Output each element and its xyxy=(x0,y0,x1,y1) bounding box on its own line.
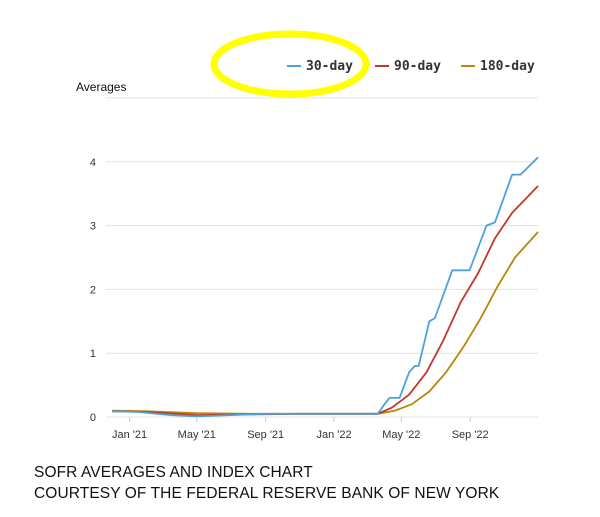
y-tick-label: 0 xyxy=(90,412,96,424)
x-tick-label: Jan '21 xyxy=(112,429,147,441)
y-axis-title: Averages xyxy=(76,80,126,94)
caption-line-2: COURTESY OF THE FEDERAL RESERVE BANK OF … xyxy=(34,485,500,502)
x-axis-ticks: Jan '21 May '21 Sep '21 Jan '22 May '22 Sep '… xyxy=(112,417,489,441)
legend-label: 90-day xyxy=(394,59,441,74)
x-tick-label: May '22 xyxy=(382,429,420,441)
series-line-90-day xyxy=(112,185,539,416)
series-line-30-day xyxy=(112,156,539,418)
series-layer xyxy=(112,156,539,418)
sofr-averages-chart: 0 1 2 3 4 Jan '21 May '21 Sep '21 Jan '22 May '2… xyxy=(76,30,539,441)
legend-label: 30-day xyxy=(306,59,353,74)
y-tick-label: 1 xyxy=(90,348,96,360)
series-line-180-day xyxy=(112,231,539,415)
chart-caption: SOFR AVERAGES AND INDEX CHART COURTESY O… xyxy=(34,462,499,504)
x-tick-label: Sep '21 xyxy=(247,429,284,441)
legend-item-90-day[interactable]: 90-day xyxy=(375,59,441,74)
x-tick-label: Sep '22 xyxy=(452,429,489,441)
legend: 30-day 90-day 180-day xyxy=(287,59,535,74)
gridlines xyxy=(106,97,538,418)
y-axis-ticks: 0 1 2 3 4 xyxy=(90,157,96,424)
legend-highlight-ellipse xyxy=(210,30,370,98)
y-tick-label: 2 xyxy=(90,284,96,296)
y-tick-label: 3 xyxy=(90,221,96,233)
caption-line-1: SOFR AVERAGES AND INDEX CHART xyxy=(34,464,313,481)
y-tick-label: 4 xyxy=(90,157,96,169)
legend-item-30-day[interactable]: 30-day xyxy=(287,59,353,74)
legend-item-180-day[interactable]: 180-day xyxy=(461,59,535,74)
x-tick-label: Jan '22 xyxy=(316,429,351,441)
x-tick-label: May '21 xyxy=(178,429,216,441)
legend-label: 180-day xyxy=(480,59,535,74)
